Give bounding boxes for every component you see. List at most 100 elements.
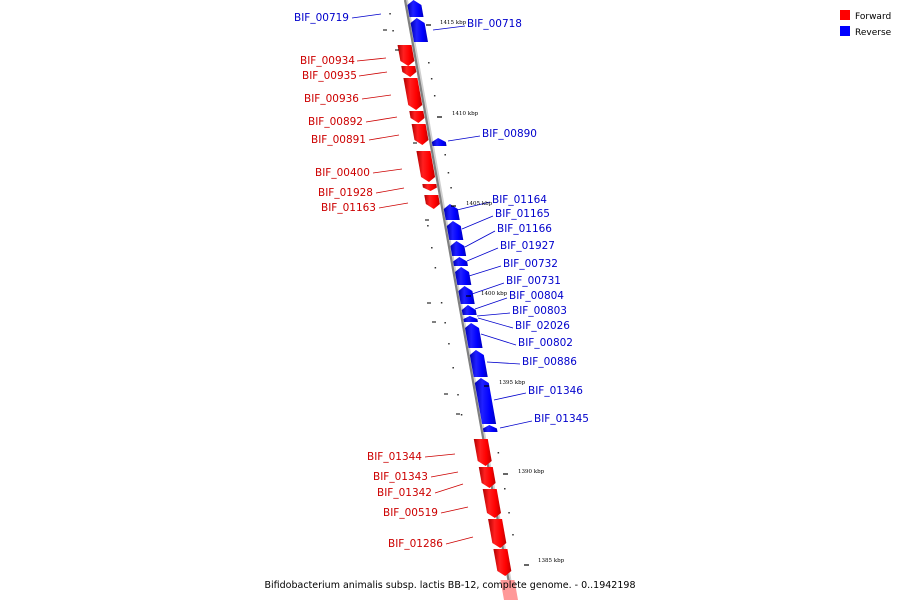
gene-label: BIF_00804 (509, 290, 564, 302)
gene-label: BIF_00400 (315, 167, 370, 179)
axis-dots (389, 13, 514, 536)
axis-dot (389, 13, 391, 15)
gene-label: BIF_01342 (377, 487, 432, 499)
gene-label: BIF_01164 (492, 194, 547, 206)
gene-label: BIF_00886 (522, 356, 577, 368)
gene-label: BIF_00731 (506, 275, 561, 287)
gene-block (474, 378, 497, 424)
label-connector (375, 187, 405, 194)
label-connector (378, 202, 409, 209)
gene-label: BIF_02026 (515, 320, 570, 332)
gene-block (478, 467, 496, 488)
label-connector (358, 71, 388, 77)
label-connector (368, 134, 400, 141)
gene-block (409, 111, 425, 123)
axis-dot (434, 267, 437, 269)
legend-swatch-reverse (840, 26, 850, 36)
label-connector (424, 453, 456, 458)
gene-label: BIF_00718 (467, 18, 522, 30)
label-connector (440, 506, 469, 514)
axis-dot (457, 394, 459, 396)
label-connector (432, 25, 466, 31)
axis-dot (444, 322, 446, 324)
label-connector (365, 116, 398, 123)
gene-label: BIF_00935 (302, 70, 357, 82)
gene-label: BIF_00890 (482, 128, 537, 140)
gene-block (482, 489, 501, 518)
legend-label-reverse: Reverse (855, 28, 892, 38)
gene-block (443, 204, 460, 220)
gene-labels: BIF_00934 BIF_00935 BIF_00936 BIF_00892 BIF_… (294, 12, 589, 550)
gene-label: BIF_00732 (503, 258, 558, 270)
axis-dot (504, 488, 506, 490)
label-connector (361, 94, 392, 100)
axis-dot (448, 343, 450, 345)
gene-label: BIF_00934 (300, 55, 355, 67)
label-connector (486, 361, 521, 365)
gene-label: BIF_01163 (321, 202, 376, 214)
legend-label-forward: Forward (855, 12, 891, 22)
label-connector (430, 471, 459, 478)
label-connector (499, 420, 533, 429)
gene-block (450, 241, 467, 256)
axis-dot (430, 78, 433, 80)
label-connector (480, 333, 517, 346)
gene-label: BIF_00892 (308, 116, 363, 128)
gene-label: BIF_01165 (495, 208, 550, 220)
axis-dot (427, 225, 429, 227)
axis-dot (447, 172, 450, 174)
gene-label: BIF_01286 (388, 538, 443, 550)
axis-dot (508, 512, 510, 514)
gene-block (410, 18, 428, 42)
gene-label: BIF_00802 (518, 337, 573, 349)
gene-block (482, 425, 498, 432)
gene-block (431, 138, 447, 146)
axis-dot (431, 247, 433, 249)
gene-block (463, 316, 478, 322)
gene-block (422, 184, 437, 191)
label-connector (351, 13, 382, 19)
axis-dot (460, 414, 463, 416)
gene-label: BIF_01927 (500, 240, 555, 252)
label-connector (447, 135, 481, 142)
gene-block (397, 45, 415, 66)
gene-block (455, 267, 472, 285)
axis-dot (497, 452, 500, 454)
gene-block (500, 580, 518, 600)
gene-block (424, 195, 440, 209)
gene-block (461, 305, 477, 315)
scale-tick-label: 1385 kbp (538, 558, 565, 564)
label-connector (468, 265, 502, 277)
gene-block (416, 151, 436, 182)
label-connector (456, 201, 491, 211)
label-connector (356, 57, 387, 62)
gene-label: BIF_00891 (311, 134, 366, 146)
gene-block (473, 439, 492, 466)
label-connector (476, 312, 511, 317)
axis-dot (428, 62, 430, 64)
scale-tick-label: 1400 kbp (481, 291, 508, 297)
label-connector (461, 215, 494, 230)
gene-label: BIF_00719 (294, 12, 349, 24)
axis-dot (450, 187, 452, 189)
gene-block (469, 350, 488, 377)
axis-dot (444, 154, 446, 156)
genome-caption: Bifidobacterium animalis subsp. lactis B… (265, 580, 636, 591)
gene-label: BIF_00936 (304, 93, 359, 105)
axis-dot (452, 367, 454, 369)
gene-block (403, 78, 423, 110)
gene-block (411, 124, 429, 145)
gene-block (464, 323, 483, 348)
axis-dot (512, 534, 514, 536)
label-connector (474, 297, 508, 310)
gene-block (446, 221, 464, 240)
axis-dot (433, 95, 436, 97)
gene-block (488, 519, 507, 548)
gene-label: BIF_01346 (528, 385, 583, 397)
gene-label: BIF_01345 (534, 413, 589, 425)
scale-tick-label: 1410 kbp (452, 111, 479, 117)
label-connector (372, 168, 403, 174)
label-connectors (351, 13, 533, 545)
scale-tick-label: 1390 kbp (518, 469, 545, 475)
